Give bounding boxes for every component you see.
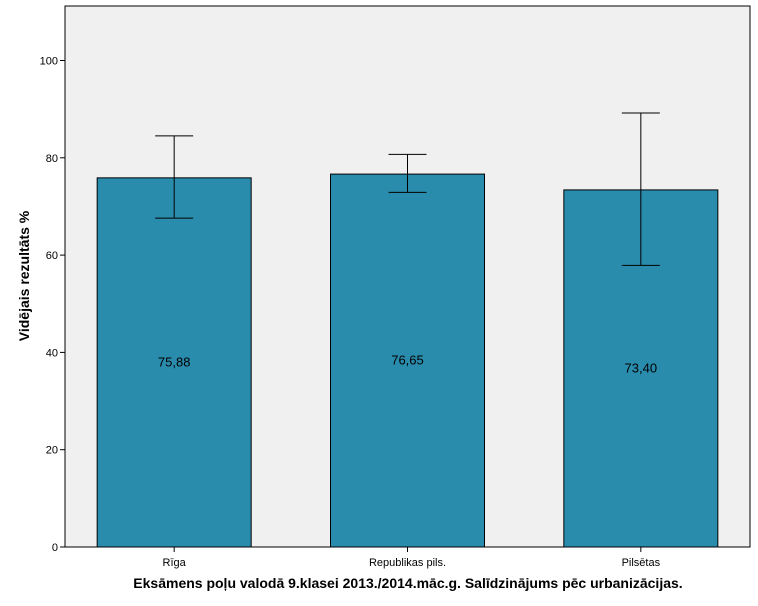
data-label: 73,40 [625,360,658,375]
x-tick-label: Pilsētas [622,557,661,569]
x-tick-label: Republikas pils. [369,557,446,569]
x-tick-label: Rīga [163,557,187,569]
y-tick-label: 60 [46,250,58,262]
y-tick-label: 100 [40,56,58,68]
y-tick-label: 80 [46,153,58,165]
x-axis-label: Eksāmens poļu valodā 9.klasei 2013./2014… [133,575,682,591]
y-tick-label: 0 [52,542,58,554]
data-label: 76,65 [391,353,424,368]
y-tick-label: 20 [46,445,58,457]
bar [96,177,252,548]
y-axis-label: Vidējais rezultāts % [16,210,32,341]
y-tick-label: 40 [46,347,58,359]
data-label: 75,88 [158,354,191,369]
